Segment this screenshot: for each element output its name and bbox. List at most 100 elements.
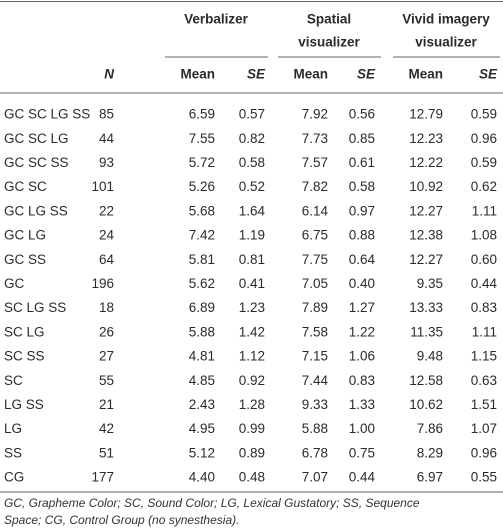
cell: 12.27 [409, 203, 443, 218]
cell: 7.42 [189, 228, 215, 243]
cell: 0.52 [239, 179, 265, 194]
group-header: Vivid imagery [402, 12, 490, 27]
cell: 7.82 [302, 179, 328, 194]
cell: 0.58 [349, 179, 375, 194]
footnote: GC, Grapheme Color; SC, Sound Color; LG,… [4, 496, 420, 510]
cell: 0.85 [349, 131, 375, 146]
cell: 1.28 [239, 397, 265, 412]
cell: 0.64 [349, 252, 376, 267]
cell: 0.44 [349, 470, 376, 485]
cell: 0.61 [349, 155, 375, 170]
row-label: GC SC SS [4, 155, 69, 170]
footnote: Space; CG, Control Group (no synesthesia… [4, 513, 239, 527]
cell: 12.23 [409, 131, 443, 146]
cell: 6.75 [302, 228, 328, 243]
column-header: Mean [293, 67, 328, 82]
row-label: SC [4, 373, 23, 388]
cell: 21 [99, 397, 114, 412]
row-label: GC LG [4, 228, 46, 243]
cell: 4.85 [189, 373, 215, 388]
cell: 1.33 [349, 397, 375, 412]
cell: 27 [99, 349, 114, 364]
cell: 0.96 [471, 445, 497, 460]
cell: 5.72 [189, 155, 215, 170]
cell: 1.22 [349, 324, 375, 339]
cell: 0.60 [471, 252, 497, 267]
column-header: SE [479, 67, 498, 82]
cell: 0.96 [471, 131, 497, 146]
cell: 12.58 [409, 373, 443, 388]
cell: 44 [99, 131, 115, 146]
row-label: GC SC LG SS [4, 107, 90, 122]
group-header: visualizer [298, 35, 360, 50]
row-label: GC SC [4, 179, 47, 194]
cell: 12.79 [409, 107, 443, 122]
cell: 22 [99, 203, 114, 218]
cell: 0.48 [239, 470, 265, 485]
cell: 6.59 [189, 107, 215, 122]
cell: 1.12 [239, 349, 265, 364]
cell: 0.97 [349, 203, 375, 218]
cell: 0.63 [471, 373, 497, 388]
group-header: visualizer [415, 35, 477, 50]
cell: 0.88 [349, 228, 375, 243]
cell: 0.56 [349, 107, 375, 122]
cell: 7.05 [302, 276, 328, 291]
cell: 0.59 [471, 107, 497, 122]
cell: 0.55 [471, 470, 497, 485]
cell: 0.44 [471, 276, 498, 291]
cell: 9.35 [417, 276, 443, 291]
cell: 1.08 [471, 228, 497, 243]
cell: 0.99 [239, 421, 265, 436]
row-label: SC SS [4, 349, 45, 364]
cell: 0.83 [471, 300, 497, 315]
cell: 51 [99, 445, 114, 460]
cell: 1.11 [472, 203, 497, 218]
cell: 24 [99, 228, 115, 243]
cell: 0.89 [239, 445, 265, 460]
column-header: SE [247, 67, 266, 82]
cell: 0.82 [239, 131, 265, 146]
cell: 1.51 [471, 397, 497, 412]
cell: 1.06 [349, 349, 375, 364]
cell: 7.73 [302, 131, 328, 146]
cell: 6.78 [302, 445, 328, 460]
cell: 5.81 [189, 252, 215, 267]
row-label: GC SS [4, 252, 46, 267]
cell: 12.38 [409, 228, 443, 243]
cell: 9.33 [302, 397, 328, 412]
row-label: SC LG [4, 324, 45, 339]
cell: 7.58 [302, 324, 328, 339]
cell: 0.59 [471, 155, 497, 170]
group-header: Verbalizer [184, 12, 249, 27]
cell: 4.95 [189, 421, 215, 436]
cell: 2.43 [189, 397, 215, 412]
cell: 177 [91, 470, 114, 485]
cell: 196 [91, 276, 114, 291]
cell: 9.48 [417, 349, 443, 364]
cell: 12.27 [409, 252, 443, 267]
cell: 6.14 [302, 203, 329, 218]
cell: 101 [91, 179, 114, 194]
cell: 5.62 [189, 276, 215, 291]
cell: 85 [99, 107, 114, 122]
cell: 7.55 [189, 131, 215, 146]
row-label: GC [4, 276, 25, 291]
cell: 0.57 [239, 107, 265, 122]
cell: 0.62 [471, 179, 497, 194]
column-header: N [104, 67, 114, 82]
column-header: Mean [408, 67, 443, 82]
cell: 4.81 [189, 349, 215, 364]
cell: 11.35 [410, 324, 443, 339]
cell: 55 [99, 373, 114, 388]
cell: 7.92 [302, 107, 328, 122]
cell: 7.57 [302, 155, 328, 170]
row-label: LG [4, 421, 22, 436]
cell: 10.92 [409, 179, 443, 194]
cell: 1.64 [239, 203, 266, 218]
row-label: CG [4, 470, 24, 485]
column-header: SE [357, 67, 376, 82]
cell: 0.41 [239, 276, 265, 291]
cell: 10.62 [409, 397, 443, 412]
